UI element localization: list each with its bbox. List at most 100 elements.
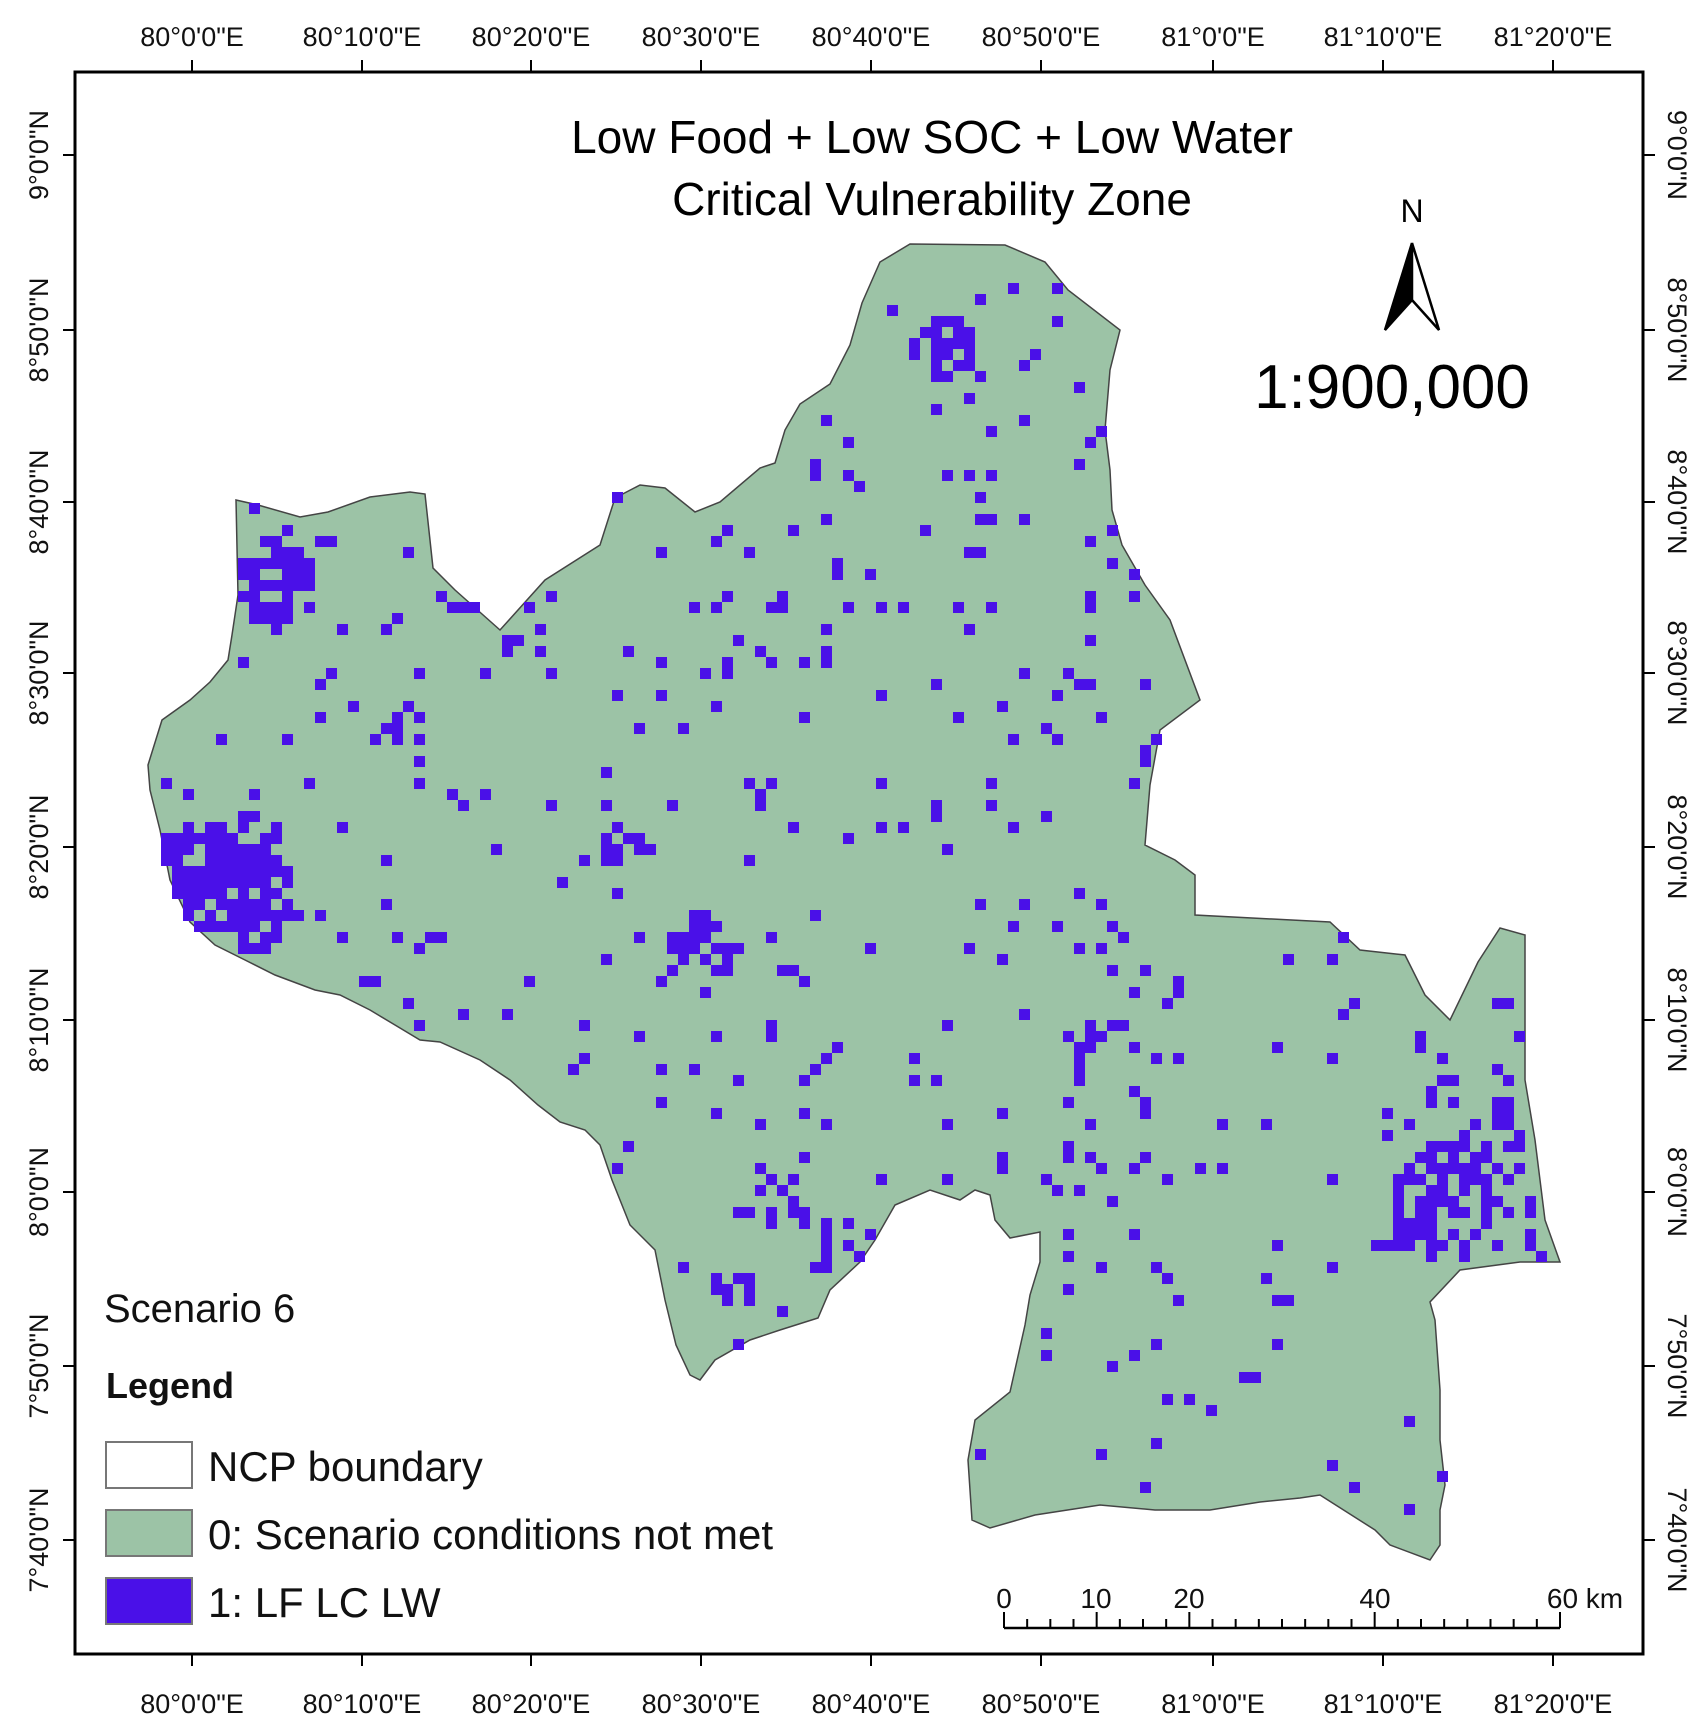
vulnerable-cell xyxy=(1503,1097,1514,1108)
vulnerable-cell xyxy=(656,1097,667,1108)
vulnerable-cell xyxy=(722,591,733,602)
vulnerable-cell xyxy=(1459,1251,1470,1262)
vulnerable-cell xyxy=(1151,1339,1162,1350)
vulnerable-cell xyxy=(1096,426,1107,437)
vulnerable-cell xyxy=(1503,1119,1514,1130)
vulnerable-cell xyxy=(755,789,766,800)
legend-label-not-met: 0: Scenario conditions not met xyxy=(208,1511,773,1558)
vulnerable-cell xyxy=(392,712,403,723)
vulnerable-cell xyxy=(260,580,271,591)
vulnerable-cell xyxy=(304,778,315,789)
vulnerable-cell xyxy=(1349,1482,1360,1493)
vulnerable-cell xyxy=(953,327,964,338)
vulnerable-cell xyxy=(1283,954,1294,965)
vulnerable-cell xyxy=(1041,1174,1052,1185)
vulnerable-cell xyxy=(975,514,986,525)
vulnerable-cell xyxy=(1074,1042,1085,1053)
vulnerable-cell xyxy=(799,1075,810,1086)
lon-label-bottom: 80°30'0"E xyxy=(642,1689,761,1719)
vulnerable-cell xyxy=(535,646,546,657)
vulnerable-cell xyxy=(766,657,777,668)
vulnerable-cell xyxy=(271,932,282,943)
vulnerable-cell xyxy=(1426,1141,1437,1152)
vulnerable-cell xyxy=(293,558,304,569)
vulnerable-cell xyxy=(414,756,425,767)
vulnerable-cell xyxy=(799,976,810,987)
vulnerable-cell xyxy=(1019,514,1030,525)
vulnerable-cell xyxy=(227,844,238,855)
vulnerable-cell xyxy=(766,1207,777,1218)
vulnerable-cell xyxy=(623,646,634,657)
vulnerable-cell xyxy=(480,668,491,679)
vulnerable-cell xyxy=(1140,1482,1151,1493)
vulnerable-cell xyxy=(1492,998,1503,1009)
vulnerable-cell xyxy=(942,371,953,382)
vulnerable-cell xyxy=(997,954,1008,965)
vulnerable-cell xyxy=(502,646,513,657)
vulnerable-cell xyxy=(1503,1075,1514,1086)
vulnerable-cell xyxy=(249,899,260,910)
vulnerable-cell xyxy=(942,338,953,349)
vulnerable-cell xyxy=(1151,1053,1162,1064)
vulnerable-cell xyxy=(535,624,546,635)
scale-label-20: 20 xyxy=(1173,1583,1204,1614)
vulnerable-cell xyxy=(1492,1196,1503,1207)
vulnerable-cell xyxy=(634,932,645,943)
scale-label-0: 0 xyxy=(996,1583,1012,1614)
lat-label-left: 8°50'0"N xyxy=(24,277,54,382)
vulnerable-cell xyxy=(931,371,942,382)
vulnerable-cell xyxy=(931,800,942,811)
vulnerable-cell xyxy=(1415,1174,1426,1185)
vulnerable-cell xyxy=(1437,1053,1448,1064)
vulnerable-cell xyxy=(1481,1185,1492,1196)
vulnerable-cell xyxy=(1140,1152,1151,1163)
vulnerable-cell xyxy=(744,778,755,789)
vulnerable-cell xyxy=(1074,679,1085,690)
vulnerable-cell xyxy=(260,866,271,877)
vulnerable-cell xyxy=(1503,1108,1514,1119)
vulnerable-cell xyxy=(986,778,997,789)
vulnerable-cell xyxy=(260,833,271,844)
vulnerable-cell xyxy=(1085,591,1096,602)
vulnerable-cell xyxy=(579,855,590,866)
vulnerable-cell xyxy=(931,811,942,822)
vulnerable-cell xyxy=(722,1295,733,1306)
vulnerable-cell xyxy=(788,1207,799,1218)
vulnerable-cell xyxy=(799,1207,810,1218)
vulnerable-cell xyxy=(183,910,194,921)
vulnerable-cell xyxy=(1470,1119,1481,1130)
vulnerable-cell xyxy=(1052,921,1063,932)
vulnerable-cell xyxy=(678,943,689,954)
vulnerable-cell xyxy=(1393,1229,1404,1240)
vulnerable-cell xyxy=(282,877,293,888)
vulnerable-cell xyxy=(238,855,249,866)
vulnerable-cell xyxy=(304,602,315,613)
vulnerable-cell xyxy=(821,624,832,635)
vulnerable-cell xyxy=(1129,1350,1140,1361)
vulnerable-cell xyxy=(612,888,623,899)
vulnerable-cell xyxy=(1107,1361,1118,1372)
scale-ratio: 1:900,000 xyxy=(1254,353,1530,422)
scale-label-10: 10 xyxy=(1080,1583,1111,1614)
vulnerable-cell xyxy=(843,602,854,613)
vulnerable-cell xyxy=(1426,1097,1437,1108)
vulnerable-cell xyxy=(964,327,975,338)
vulnerable-cell xyxy=(986,470,997,481)
north-arrow-label: N xyxy=(1400,193,1423,229)
scale-bar: 0 10 20 40 60 km xyxy=(996,1583,1623,1630)
vulnerable-cell xyxy=(282,613,293,624)
vulnerable-cell xyxy=(1008,283,1019,294)
vulnerable-cell xyxy=(458,800,469,811)
vulnerable-cell xyxy=(1107,965,1118,976)
vulnerable-cell xyxy=(216,855,227,866)
vulnerable-cell xyxy=(1261,1273,1272,1284)
vulnerable-cell xyxy=(1250,1372,1261,1383)
vulnerable-cell xyxy=(205,855,216,866)
vulnerable-cell xyxy=(183,888,194,899)
vulnerable-cell xyxy=(755,800,766,811)
vulnerable-cell xyxy=(1074,1064,1085,1075)
vulnerable-cell xyxy=(1096,1031,1107,1042)
vulnerable-cell xyxy=(953,338,964,349)
vulnerable-cell xyxy=(1327,1174,1338,1185)
vulnerable-cell xyxy=(1107,525,1118,536)
